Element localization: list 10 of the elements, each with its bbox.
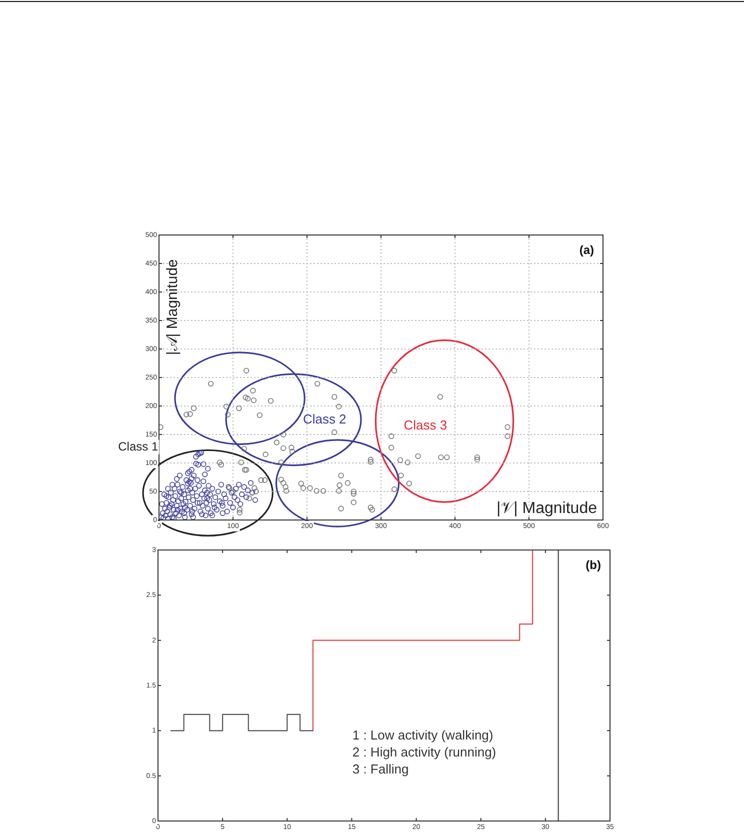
annotation: 1 : Low activity (walking) xyxy=(352,728,494,743)
text: Class 1 xyxy=(118,439,158,454)
annotation: 2 : High activity (running) xyxy=(352,744,496,760)
text: (b) xyxy=(586,558,601,572)
text: (a) xyxy=(579,243,594,257)
annotation: Class 3 xyxy=(404,418,448,433)
x-axis-title: |𝒱| Magnitude xyxy=(496,500,598,517)
y-axis-title: |𝒜| Magnitude xyxy=(164,259,182,356)
annotation: Class 2 xyxy=(302,412,346,427)
annotation: 3 : Falling xyxy=(352,762,409,777)
